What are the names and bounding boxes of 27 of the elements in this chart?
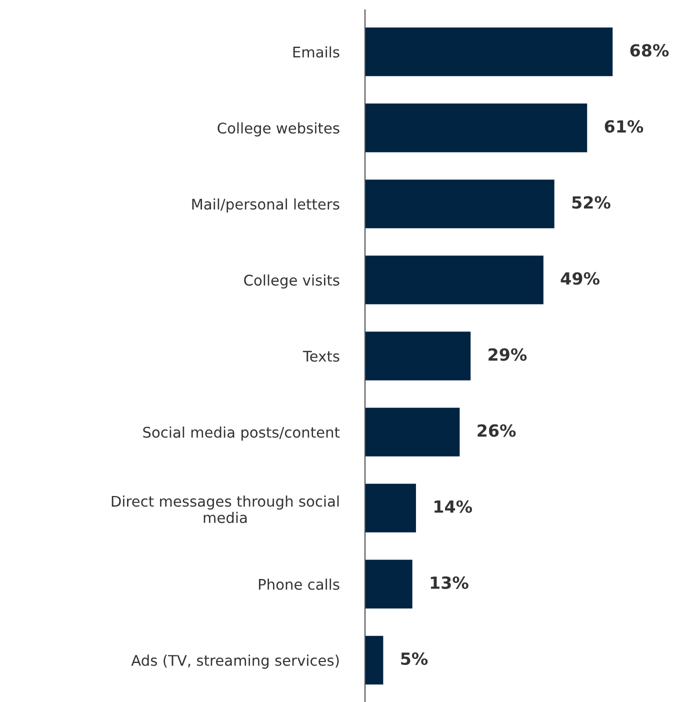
y-tick-label: College visits [244,274,340,289]
bar [365,256,544,304]
data-label: 29% [488,348,527,361]
y-tick-label: Emails [293,46,340,58]
data-label: 5% [401,652,428,666]
data-label: 49% [560,272,600,285]
data-label: 61% [604,120,644,133]
y-tick-label: Ads (TV, streaming services) [131,654,339,669]
data-label: 14% [434,500,472,513]
bar [365,332,471,380]
data-label: 68% [630,44,669,57]
bar [365,408,460,456]
data-label: 52% [572,196,610,209]
y-tick-label: Direct messages through social media [112,495,339,524]
y-tick-label: Texts [302,350,340,362]
y-tick-label: Social media posts/content [143,426,340,441]
data-label: 26% [478,424,516,437]
y-tick-label: Phone calls [258,578,340,590]
bar [365,27,613,76]
y-tick-label: Mail/personal letters [192,198,340,212]
y-tick-label: College websites [218,122,340,136]
data-label: 13% [430,576,468,589]
bar [365,104,588,152]
bar [365,636,384,685]
bar [365,484,416,532]
bar [365,180,554,228]
bar [365,560,412,608]
